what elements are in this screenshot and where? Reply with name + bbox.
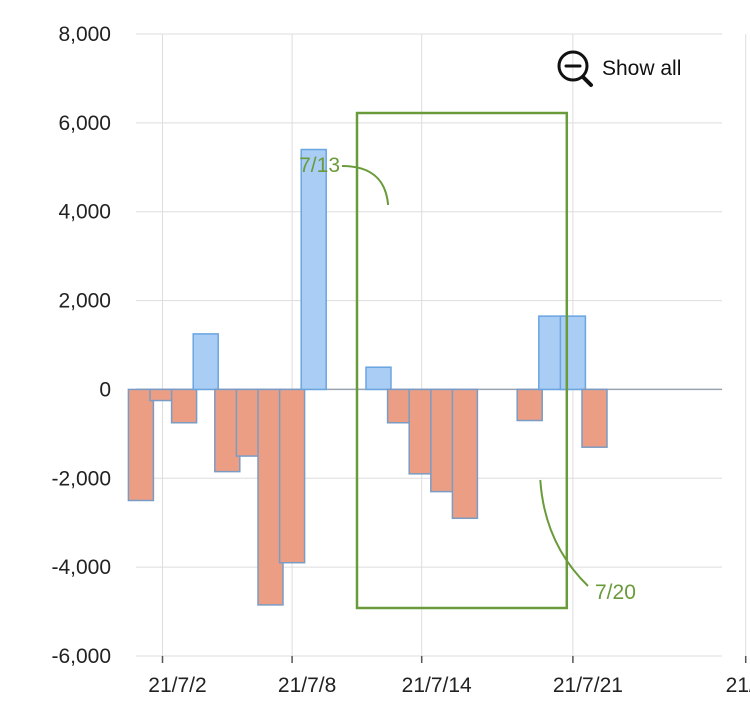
- bar-negative: [408, 388, 435, 475]
- y-axis: 8,000 6,000 4,000 2,000 0 -2,000 -4,000 -6,000: [51, 23, 111, 668]
- y-tick-label: 4,000: [58, 201, 111, 224]
- bars: [127, 148, 608, 606]
- bar-positive: [538, 315, 565, 391]
- y-tick-label: 6,000: [58, 112, 111, 135]
- y-tick-label: -2,000: [51, 467, 111, 490]
- y-tick-label: 0: [99, 378, 111, 401]
- y-tick-label: 8,000: [58, 23, 111, 46]
- highlight-range-box: [355, 111, 569, 610]
- bar-negative: [257, 388, 284, 606]
- x-tick-label: 21/7/29: [726, 674, 750, 697]
- x-axis: 21/7/2 21/7/8 21/7/14 21/7/21 21/7/29: [148, 656, 750, 697]
- bar-negative: [214, 388, 241, 473]
- y-tick-label: -4,000: [51, 556, 111, 579]
- annotation-7-20: 7/20: [595, 581, 636, 604]
- annotation-leader-7-13: [341, 165, 390, 206]
- show-all-button[interactable]: Show all: [557, 50, 681, 87]
- x-tick-label: 21/7/14: [402, 674, 472, 697]
- annotations: 7/13 7/20: [299, 111, 636, 610]
- bar-negative: [235, 388, 263, 457]
- y-tick-label: 2,000: [58, 290, 111, 313]
- annotation-7-13: 7/13: [299, 154, 340, 177]
- zoom-out-icon: [557, 50, 593, 87]
- bar-negative: [170, 388, 198, 424]
- grid: [136, 33, 747, 657]
- y-tick-label: -6,000: [51, 645, 111, 668]
- x-tick-label: 21/7/21: [553, 674, 623, 697]
- bar-positive: [559, 315, 587, 391]
- bar-positive: [192, 333, 219, 391]
- bar-negative: [127, 388, 155, 502]
- x-tick-label: 21/7/2: [148, 674, 206, 697]
- bar-positive: [365, 366, 392, 391]
- bar-negative: [278, 388, 306, 564]
- bar-positive: [300, 148, 327, 391]
- show-all-label: Show all: [602, 57, 681, 80]
- bar-negative: [516, 388, 543, 422]
- annotation-leader-7-20: [539, 479, 589, 587]
- bar-negative: [581, 388, 608, 448]
- x-tick-label: 21/7/8: [278, 674, 336, 697]
- bar-negative: [451, 388, 479, 520]
